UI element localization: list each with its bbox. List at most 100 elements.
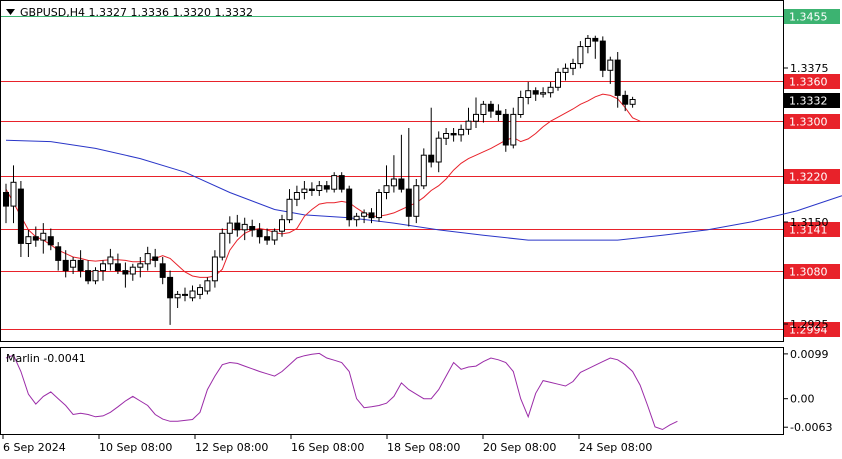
candle (167, 270, 174, 325)
candle (525, 81, 532, 105)
candle-body-bull (70, 259, 77, 268)
candle (547, 81, 554, 98)
level-label-box (784, 264, 840, 279)
candle (487, 100, 494, 118)
candle (182, 287, 188, 302)
candle-body-bear (346, 188, 353, 221)
candle-body-bull (458, 128, 465, 136)
candle (383, 165, 390, 200)
candle-body-bear (502, 113, 509, 146)
candle-body-bear (405, 188, 412, 217)
candle (368, 208, 375, 224)
candle-body-bull (197, 287, 203, 295)
candle (204, 277, 211, 295)
candle-body-bear (338, 175, 345, 190)
current-price-box (784, 93, 840, 108)
candle (17, 181, 24, 257)
marlin-tick-label: 0.00 (790, 393, 815, 406)
price-tick-label: 1.3150 (790, 216, 829, 229)
time-tick-label: 24 Sep 08:00 (579, 441, 652, 454)
marlin-layer: 0.0099 0.00 -0.0063 (5, 348, 832, 434)
candle-body-bull (390, 178, 397, 187)
candle-body-bull (353, 215, 360, 221)
candle (144, 246, 151, 271)
marlin-line (5, 352, 678, 431)
candle-body-bear (368, 212, 375, 219)
candle-body-bear (532, 90, 539, 95)
candle-body-bear (114, 263, 121, 272)
candle (599, 36, 606, 78)
candle-body-bear (323, 185, 330, 190)
candle (226, 216, 233, 244)
level-label-box (784, 9, 840, 24)
level-label-box (784, 169, 840, 184)
candle (480, 100, 487, 123)
candle (316, 181, 323, 196)
candle (413, 179, 420, 224)
header-low: 1.3320 (169, 6, 211, 19)
candle (338, 172, 345, 193)
marlin-tick-label: -0.0063 (790, 421, 832, 434)
candle (323, 181, 330, 193)
candle-body-bull (562, 67, 569, 73)
candle-body-bull (331, 175, 338, 190)
level-label-box (784, 114, 840, 129)
level-label-box (784, 222, 840, 237)
candle (197, 284, 203, 300)
level-label: 1.3360 (789, 76, 828, 89)
candle (622, 90, 629, 112)
slow-ma-line (5, 139, 842, 241)
candle-body-bull (361, 212, 368, 217)
candle-body-bear (264, 236, 271, 241)
marlin-header: Marlin -0.0041 (6, 352, 86, 365)
candle-body-bull (204, 280, 211, 292)
oscillator-pane[interactable] (0, 347, 784, 435)
candle-body-bear (428, 154, 435, 163)
candle-body-bear (47, 236, 54, 246)
price-pane[interactable] (0, 0, 784, 342)
candle (92, 267, 99, 285)
candle (435, 131, 442, 173)
candle-body-bull (286, 198, 293, 221)
candle (450, 128, 457, 142)
candle (555, 68, 561, 91)
candle (211, 250, 218, 288)
candle (607, 56, 614, 84)
time-tick-label: 18 Sep 08:00 (387, 441, 460, 454)
candle-body-bear (256, 229, 263, 238)
candle (570, 58, 576, 76)
header-close: 1.3332 (211, 6, 253, 19)
candle-body-bull (301, 188, 308, 194)
dropdown-triangle-icon[interactable] (6, 9, 15, 15)
candle-body-bull (376, 192, 382, 219)
candle (308, 182, 315, 196)
candle (241, 217, 248, 241)
candle (562, 63, 569, 81)
candle-body-bear (122, 270, 129, 275)
candle-body-bear (32, 236, 39, 241)
level-label: 1.3141 (789, 224, 828, 237)
candle (264, 228, 271, 245)
candle (25, 229, 32, 257)
marlin-tick-label: 0.0099 (790, 348, 829, 361)
candle-body-bull (10, 181, 17, 207)
candle (353, 212, 360, 227)
candle-body-bear (55, 246, 62, 261)
candle (510, 107, 517, 149)
candle (122, 262, 129, 288)
marlin-name: Marlin (6, 352, 40, 365)
level-label: 1.3220 (789, 171, 828, 184)
candle (234, 214, 241, 237)
candle-body-bull (607, 59, 614, 71)
time-tick-label: 16 Sep 08:00 (291, 441, 364, 454)
candle (47, 228, 54, 251)
candle (3, 183, 9, 224)
candle-body-bear (592, 37, 599, 42)
candle (495, 104, 502, 122)
level-label: 1.3080 (789, 266, 828, 279)
candle-body-bear (450, 133, 457, 136)
candle-body-bear (398, 178, 405, 190)
candle (100, 260, 106, 281)
candle-body-bull (137, 263, 144, 268)
